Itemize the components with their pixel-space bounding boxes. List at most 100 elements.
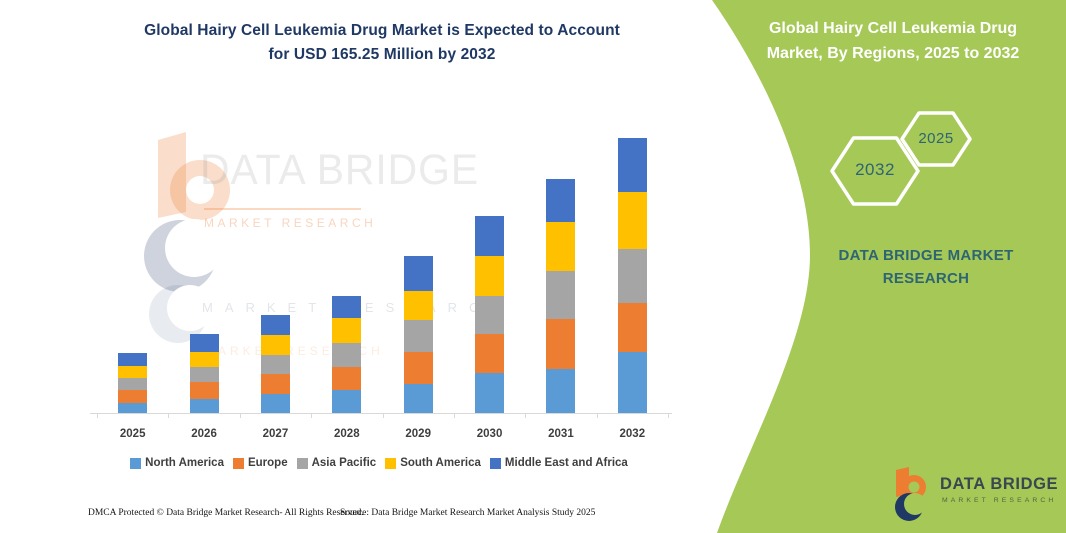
legend-label: South America: [400, 457, 481, 469]
bar-segment-2025-europe: [118, 389, 148, 403]
report-title-line2: Market, By Regions, 2025 to 2032: [766, 45, 1020, 62]
bar-segment-2025-south-america: [118, 365, 148, 378]
bar-segment-2026-asia-pacific: [189, 366, 219, 382]
source-note: Source: Data Bridge Market Research Mark…: [340, 508, 596, 518]
logo-title: DATA BRIDGE: [940, 475, 1059, 493]
bar-segment-2026-south-america: [189, 351, 219, 367]
bar-segment-2030-middle-east-and-africa: [475, 215, 505, 256]
x-axis-label-2026: 2026: [191, 428, 217, 440]
dmca-notice: DMCA Protected © Data Bridge Market Rese…: [88, 508, 364, 518]
legend-item-europe: Europe: [232, 457, 288, 469]
bar-segment-2026-middle-east-and-africa: [189, 334, 219, 352]
x-axis-tick: [97, 414, 98, 418]
bar-segment-2030-south-america: [475, 255, 505, 297]
bar-2030: [475, 215, 505, 413]
bar-segment-2025-north-america: [118, 403, 148, 413]
x-axis-tick: [453, 414, 455, 418]
x-axis-label-2029: 2029: [405, 428, 431, 440]
bar-2026: [189, 334, 219, 413]
bar-segment-2032-europe: [617, 303, 647, 353]
legend-item-south-america: South America: [385, 457, 481, 469]
legend-item-asia-pacific: Asia Pacific: [296, 457, 377, 469]
page-title-line1: Global Hairy Cell Leukemia Drug Market i…: [144, 22, 620, 39]
x-axis-label-2030: 2030: [476, 428, 503, 440]
bar-segment-2028-asia-pacific: [332, 342, 362, 367]
bar-segment-2028-north-america: [332, 389, 362, 413]
bar-segment-2028-middle-east-and-africa: [332, 295, 362, 318]
brand-name: DATA BRIDGE MARKET RESEARCH: [810, 244, 1042, 290]
x-axis-label-2025: 2025: [119, 428, 146, 440]
x-axis-tick: [311, 414, 313, 418]
bar-segment-2027-north-america: [260, 393, 290, 413]
x-axis-tick: [382, 414, 384, 418]
x-axis-label-2028: 2028: [334, 428, 360, 440]
bar-segment-2032-asia-pacific: [617, 248, 647, 304]
bar-2025: [118, 352, 148, 413]
bar-segment-2029-north-america: [403, 383, 433, 413]
legend-item-north-america: North America: [130, 457, 224, 469]
x-axis-tick: [596, 414, 598, 418]
legend-item-middle-east-and-africa: Middle East and Africa: [489, 457, 628, 469]
bar-segment-2030-europe: [475, 334, 505, 373]
data-bridge-logo: DATA BRIDGE MARKET RESEARCH: [888, 464, 1063, 526]
x-axis-label-2032: 2032: [619, 428, 646, 440]
stacked-bar-chart: [97, 130, 668, 413]
bar-segment-2029-middle-east-and-africa: [403, 255, 433, 291]
x-axis-tick: [668, 414, 669, 418]
bar-segment-2027-middle-east-and-africa: [260, 314, 290, 335]
x-axis-label-2027: 2027: [262, 428, 289, 440]
bar-segment-2028-south-america: [332, 317, 362, 343]
x-axis-line: [90, 413, 672, 414]
bar-segment-2030-north-america: [475, 372, 505, 413]
page-title: Global Hairy Cell Leukemia Drug Market i…: [72, 19, 692, 67]
legend-label: North America: [145, 457, 224, 469]
hexagon-year-2025: 2025: [918, 130, 954, 147]
chart-legend: North America Europe Asia Pacific South Ame…: [88, 457, 670, 469]
bar-segment-2027-south-america: [260, 334, 290, 355]
legend-label: Europe: [247, 457, 288, 469]
bar-segment-2030-asia-pacific: [475, 296, 505, 335]
year-hexagons-icon: [830, 111, 972, 206]
legend-swatch-icon: [296, 457, 308, 469]
bar-segment-2025-middle-east-and-africa: [118, 352, 148, 366]
legend-swatch-icon: [489, 457, 501, 469]
bar-2028: [332, 295, 362, 413]
brand-name-line2: RESEARCH: [882, 270, 970, 287]
bar-2029: [403, 255, 433, 413]
bar-segment-2031-middle-east-and-africa: [546, 178, 576, 222]
report-title-line1: Global Hairy Cell Leukemia Drug: [768, 20, 1018, 37]
data-bridge-logo-icon: [895, 467, 926, 521]
bar-segment-2025-asia-pacific: [118, 377, 148, 390]
bar-segment-2027-europe: [260, 373, 290, 394]
bar-segment-2029-south-america: [403, 290, 433, 320]
report-title: Global Hairy Cell Leukemia Drug Market, …: [743, 16, 1043, 66]
legend-label: Asia Pacific: [311, 457, 377, 469]
bar-segment-2031-asia-pacific: [546, 271, 576, 320]
x-axis-label-2031: 2031: [548, 428, 574, 440]
bar-segment-2031-europe: [546, 319, 576, 369]
bar-segment-2031-north-america: [546, 368, 576, 413]
bar-segment-2026-north-america: [189, 398, 219, 413]
bar-2031: [546, 178, 576, 413]
logo-subtitle: MARKET RESEARCH: [942, 497, 1057, 504]
page-title-line2: for USD 165.25 Million by 2032: [268, 46, 496, 63]
bar-segment-2029-asia-pacific: [403, 319, 433, 352]
bar-segment-2027-asia-pacific: [260, 354, 290, 374]
bar-segment-2026-europe: [189, 381, 219, 399]
bar-2027: [260, 314, 290, 413]
bar-segment-2029-europe: [403, 351, 433, 384]
legend-swatch-icon: [232, 457, 244, 469]
brand-name-line1: DATA BRIDGE MARKET: [838, 247, 1014, 264]
bar-segment-2032-south-america: [617, 192, 647, 249]
x-axis-tick: [525, 414, 527, 418]
bar-segment-2032-middle-east-and-africa: [617, 137, 647, 193]
bar-2032: [617, 137, 647, 413]
legend-swatch-icon: [130, 457, 142, 469]
x-axis-tick: [239, 414, 241, 418]
legend-label: Middle East and Africa: [504, 457, 628, 469]
bar-segment-2032-north-america: [617, 352, 647, 413]
bar-segment-2031-south-america: [546, 221, 576, 272]
legend-swatch-icon: [385, 457, 397, 469]
